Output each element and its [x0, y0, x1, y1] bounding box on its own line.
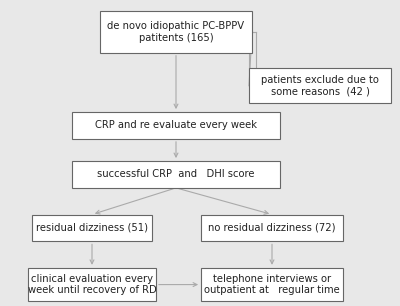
FancyBboxPatch shape [201, 215, 343, 241]
FancyBboxPatch shape [32, 215, 152, 241]
Text: patients exclude due to
some reasons  (42 ): patients exclude due to some reasons (42… [261, 75, 379, 96]
FancyBboxPatch shape [249, 68, 391, 103]
Text: residual dizziness (51): residual dizziness (51) [36, 223, 148, 233]
FancyBboxPatch shape [72, 161, 280, 188]
Text: successful CRP  and   DHI score: successful CRP and DHI score [97, 170, 255, 179]
FancyBboxPatch shape [28, 268, 156, 301]
Text: no residual dizziness (72): no residual dizziness (72) [208, 223, 336, 233]
Text: de novo idiopathic PC-BPPV
patitents (165): de novo idiopathic PC-BPPV patitents (16… [108, 21, 244, 43]
Text: CRP and re evaluate every week: CRP and re evaluate every week [95, 121, 257, 130]
Text: clinical evaluation every
week until recovery of RD: clinical evaluation every week until rec… [28, 274, 156, 295]
Text: telephone interviews or
outpatient at   regular time: telephone interviews or outpatient at re… [204, 274, 340, 295]
FancyBboxPatch shape [72, 112, 280, 139]
FancyBboxPatch shape [100, 11, 252, 53]
FancyBboxPatch shape [201, 268, 343, 301]
